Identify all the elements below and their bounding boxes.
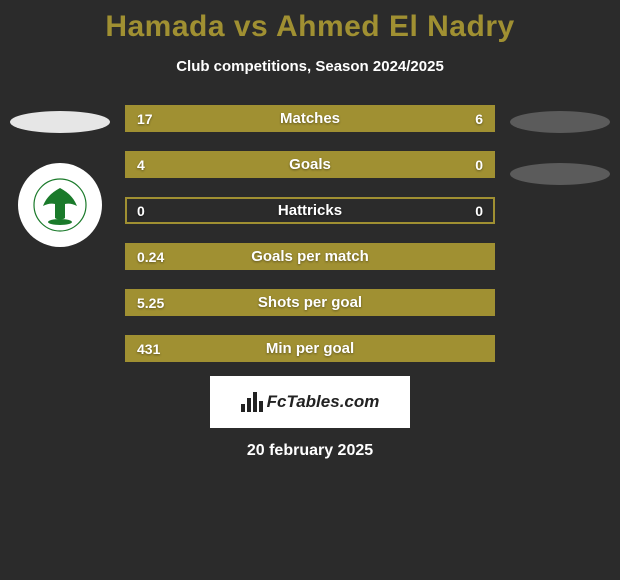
right-player-indicator-2 xyxy=(510,163,610,185)
right-player-column xyxy=(500,105,620,185)
stat-row: Goals40 xyxy=(125,151,495,178)
content-area: Matches176 Goals40 Hattricks00 Goals per ma… xyxy=(0,105,620,362)
stat-bar-left xyxy=(127,291,493,314)
left-club-logo xyxy=(18,163,102,247)
stat-bar-left xyxy=(127,107,398,130)
left-player-column xyxy=(0,105,120,247)
date-text: 20 february 2025 xyxy=(0,442,620,460)
stat-row: Min per goal431 xyxy=(125,335,495,362)
eagle-icon xyxy=(33,178,87,232)
right-player-indicator-1 xyxy=(510,111,610,133)
stat-bar-left xyxy=(127,337,493,360)
stat-row: Hattricks00 xyxy=(125,197,495,224)
stat-bar-left xyxy=(127,153,486,176)
comparison-title: Hamada vs Ahmed El Nadry xyxy=(0,0,620,44)
comparison-subtitle: Club competitions, Season 2024/2025 xyxy=(0,58,620,75)
stat-row: Goals per match0.24 xyxy=(125,243,495,270)
stat-bar-right xyxy=(398,107,493,130)
stat-bar-left xyxy=(127,245,493,268)
bars-icon xyxy=(241,392,263,412)
stat-bars: Matches176 Goals40 Hattricks00 Goals per ma… xyxy=(125,105,495,362)
stat-bar-empty xyxy=(127,199,493,222)
stat-bar-right xyxy=(486,153,493,176)
brand-text: FcTables.com xyxy=(267,392,380,412)
brand-badge: FcTables.com xyxy=(210,376,410,428)
stat-row: Shots per goal5.25 xyxy=(125,289,495,316)
stat-row: Matches176 xyxy=(125,105,495,132)
left-player-indicator xyxy=(10,111,110,133)
